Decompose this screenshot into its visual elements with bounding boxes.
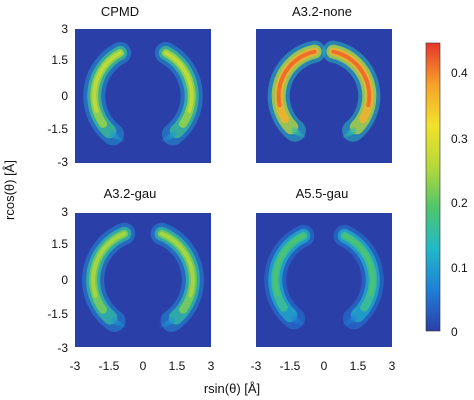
density-tail-dot (291, 127, 299, 135)
x-tick-label: -3 (251, 359, 262, 373)
colorbar-tick-label: 0.3 (451, 132, 468, 146)
density-tail-dot (164, 320, 171, 327)
y-tick-label: 1.5 (51, 237, 68, 251)
density-tail-dot (115, 320, 122, 327)
x-tick-label: -3 (70, 359, 81, 373)
y-axis-label: rcos(θ) [Å] (2, 160, 17, 220)
density-tail-dot (118, 322, 124, 327)
density-tail-dot (121, 323, 125, 328)
density-tail-dot (292, 316, 300, 323)
colorbar-gradient (425, 42, 441, 332)
density-tail-dot (110, 317, 118, 325)
density-tail-dot (297, 320, 303, 325)
density-tail-dot (167, 132, 175, 139)
panel-cpmd: CPMD (75, 4, 211, 163)
density-tail-dot (298, 132, 303, 137)
right-density-arc (163, 50, 194, 113)
density-tail-dot (119, 137, 124, 142)
x-axis-ticks-right: -3 -1.5 0 1.5 3 (251, 359, 396, 373)
left-density-arc (273, 233, 306, 297)
y-tick-label: 0 (61, 273, 68, 287)
density-tail-dot (166, 319, 173, 326)
y-tick-label: 3 (61, 22, 68, 36)
colorbar-tick-label: 0.1 (451, 261, 468, 275)
density-tail-dot (116, 136, 122, 141)
density-tail-dot (350, 314, 358, 322)
density-tail-dot (343, 133, 348, 138)
x-tick-label: 0 (140, 359, 147, 373)
y-axis-ticks-top: 3 1.5 0 -1.5 -3 (47, 22, 68, 169)
density-tail-dot (162, 137, 167, 142)
left-density-arc (91, 231, 127, 298)
right-density-arc (331, 49, 372, 108)
density-tail-dot (342, 135, 346, 139)
panel-a5-5-gau: A5.5-gau (256, 186, 392, 347)
x-tick-label: 0 (321, 359, 328, 373)
y-tick-label: -3 (57, 341, 68, 355)
colorbar-tick-label: 0.4 (451, 66, 468, 80)
x-tick-label: 1.5 (350, 359, 367, 373)
y-tick-label: 1.5 (51, 53, 68, 67)
y-tick-label: -1.5 (47, 122, 68, 136)
colorbar: 0.4 0.3 0.2 0.1 0 (425, 42, 468, 339)
density-tail-dot (113, 319, 120, 326)
colorbar-ticks: 0.4 0.3 0.2 0.1 0 (451, 66, 468, 339)
density-tail-dot (114, 134, 120, 140)
density-tail-dot (300, 133, 305, 138)
density-tail-dot (349, 127, 357, 135)
density-tail-dot (348, 129, 355, 136)
panel-a3-2-gau: A3.2-gau (75, 186, 211, 347)
density-tail-dot (166, 134, 172, 140)
x-tick-label: 3 (389, 359, 396, 373)
y-axis-ticks-bottom: 3 1.5 0 -1.5 -3 (47, 205, 68, 355)
density-tail-dot (121, 139, 125, 143)
density-tail-dot (345, 132, 350, 137)
density-tail-dot (290, 314, 298, 322)
density-tail-dot (168, 317, 176, 325)
density-tail-dot (111, 132, 119, 139)
density-tail-dot (162, 322, 168, 327)
x-axis-label: rsin(θ) [Å] (204, 381, 260, 396)
density-tail-dot (159, 325, 163, 329)
left-density-arc (92, 50, 123, 113)
density-tail-dot (161, 139, 165, 143)
density-tail-dot (295, 130, 302, 137)
panel-title: A3.2-none (292, 4, 352, 19)
density-tail-dot (295, 318, 301, 324)
panel-title: A3.2-gau (104, 186, 157, 201)
density-tail-dot (347, 318, 353, 324)
density-tail-dot (293, 129, 300, 136)
density-tail-dot (346, 130, 353, 137)
density-tail-dot (343, 321, 348, 326)
x-tick-label: -1.5 (99, 359, 120, 373)
density-tail-dot (161, 323, 165, 328)
density-tail-dot (300, 321, 305, 326)
density-tail-dot (169, 130, 177, 138)
right-density-arc (342, 233, 375, 297)
x-tick-label: 1.5 (169, 359, 186, 373)
panel-a3-2-none: A3.2-none (256, 4, 392, 163)
panel-title: CPMD (101, 4, 139, 19)
density-tail-dot (302, 323, 306, 327)
left-density-arc (276, 49, 317, 108)
y-tick-label: -3 (57, 155, 68, 169)
density-tail-dot (302, 135, 306, 139)
density-tail-dot (123, 325, 127, 329)
y-tick-label: 0 (61, 89, 68, 103)
y-tick-label: -1.5 (47, 307, 68, 321)
x-tick-label: -1.5 (280, 359, 301, 373)
density-tail-dot (109, 130, 117, 138)
panel-title: A5.5-gau (296, 186, 349, 201)
colorbar-tick-label: 0 (451, 325, 458, 339)
x-tick-label: 3 (208, 359, 215, 373)
density-tail-dot (345, 320, 351, 325)
density-tail-dot (342, 323, 346, 327)
density-tail-dot (164, 136, 170, 141)
y-tick-label: 3 (61, 205, 68, 219)
x-axis-ticks-left: -3 -1.5 0 1.5 3 (70, 359, 215, 373)
colorbar-tick-label: 0.2 (451, 196, 468, 210)
density-tail-dot (348, 316, 356, 323)
right-density-arc (159, 231, 195, 298)
